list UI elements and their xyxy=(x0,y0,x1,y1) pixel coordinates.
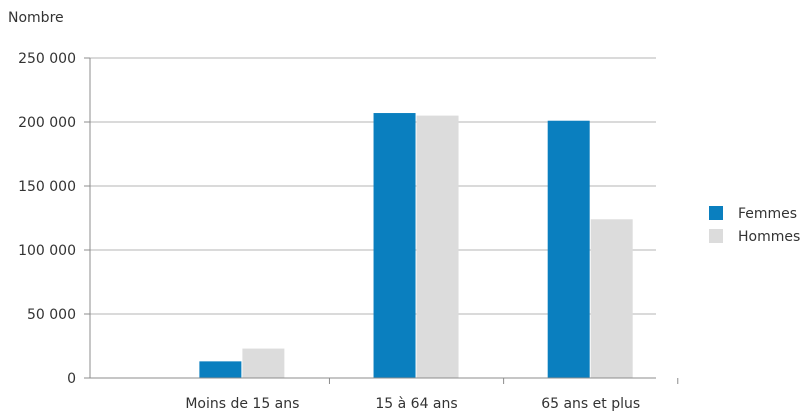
y-tick-label: 100 000 xyxy=(18,243,76,259)
bar-femmes-1 xyxy=(373,113,416,378)
y-tick-label: 0 xyxy=(67,371,76,387)
legend-label-hommes: Hommes xyxy=(738,229,800,245)
legend-swatch-femmes xyxy=(709,206,723,220)
bar-hommes-0 xyxy=(242,348,285,378)
bar-femmes-0 xyxy=(199,361,242,378)
legend: Femmes Hommes xyxy=(709,206,800,245)
y-tick-label: 200 000 xyxy=(18,115,76,131)
axes xyxy=(84,57,679,384)
legend-label-femmes: Femmes xyxy=(738,206,797,222)
y-tick-label: 150 000 xyxy=(18,179,76,195)
bar-femmes-2 xyxy=(547,120,590,378)
bars xyxy=(199,113,633,378)
y-tick-label: 50 000 xyxy=(27,307,76,323)
legend-swatch-hommes xyxy=(709,229,723,243)
x-tick-labels: Moins de 15 ans 15 à 64 ans 65 ans et plus xyxy=(185,396,640,412)
bar-hommes-2 xyxy=(590,219,633,378)
x-tick-label: 65 ans et plus xyxy=(541,396,640,412)
x-tick-label: Moins de 15 ans xyxy=(185,396,299,412)
bar-hommes-1 xyxy=(416,115,459,378)
y-tick-labels: 0 50 000 100 000 150 000 200 000 250 000 xyxy=(18,51,76,387)
y-axis-title: Nombre xyxy=(8,10,64,26)
x-tick-label: 15 à 64 ans xyxy=(375,396,457,412)
y-tick-label: 250 000 xyxy=(18,51,76,67)
